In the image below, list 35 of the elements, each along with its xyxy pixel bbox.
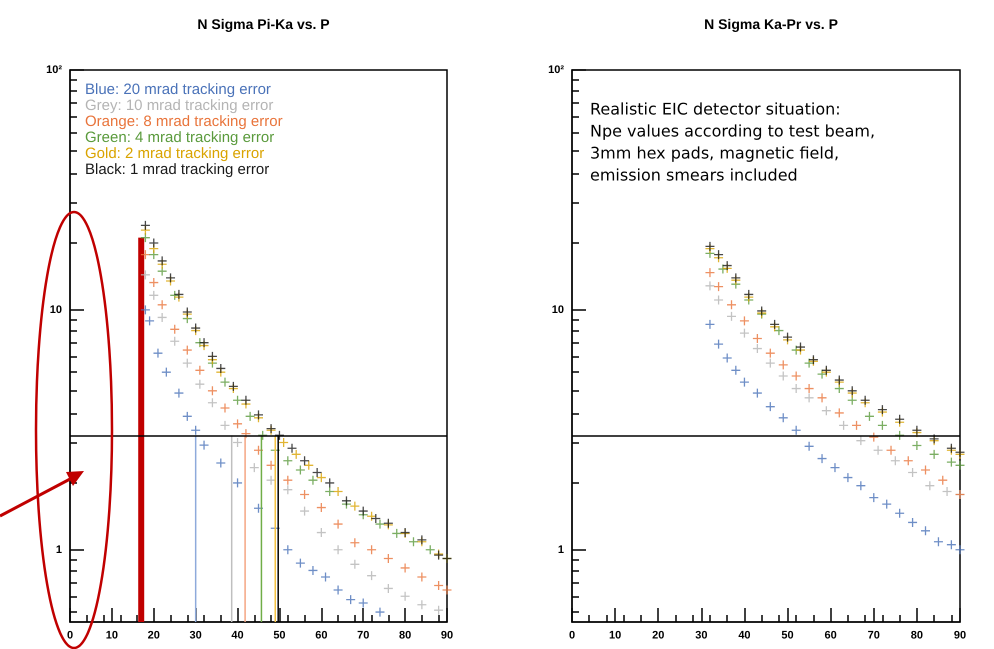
chart-title: N Sigma Ka-Pr vs. P [704,16,838,32]
x-tick-label: 90 [954,630,966,642]
x-tick-label: 90 [440,630,454,642]
x-tick-label: 60 [824,630,837,642]
x-tick-label: 30 [190,630,202,642]
x-tick-label: 20 [148,630,160,642]
x-tick-label: 10 [608,630,622,642]
text: Grey: 10 mrad tracking error [85,97,274,114]
text: Orange: 8 mrad tracking error [85,113,283,130]
y-tick-label: 10 [50,304,62,316]
text: Black: 1 mrad tracking error [85,161,270,178]
y-tick-label: 1 [56,544,62,556]
text: Gold: 2 mrad tracking error [85,145,264,162]
x-tick-label: 40 [738,630,751,642]
x-tick-label: 40 [231,630,244,642]
x-tick-label: 60 [315,630,328,642]
x-tick-label: 10 [106,630,118,642]
text: Green: 4 mrad tracking error [85,129,274,146]
y-tick-label: 1 [558,544,564,556]
x-tick-label: 20 [652,630,664,642]
x-tick-label: 50 [781,630,794,642]
x-tick-label: 80 [398,630,412,642]
x-tick-label: 30 [695,630,708,642]
x-tick-label: 80 [910,630,924,642]
text: Blue: 20 mrad tracking error [85,81,271,98]
y-tick-label: 10 [552,304,564,316]
y-tick-label: 10² [548,64,564,76]
x-tick-label: 70 [357,630,370,642]
x-tick-label: 0 [568,630,576,642]
chart-title: N Sigma Pi-Ka vs. P [197,16,330,32]
y-tick-label: 10² [46,64,62,76]
x-tick-label: 0 [66,630,74,642]
annotation: Realistic EIC detector situation: Npe values according to test beam, 3mm hex pads, magnetic field, emission smears included [590,100,876,184]
x-tick-label: 50 [273,630,286,642]
x-tick-label: 70 [868,630,880,642]
